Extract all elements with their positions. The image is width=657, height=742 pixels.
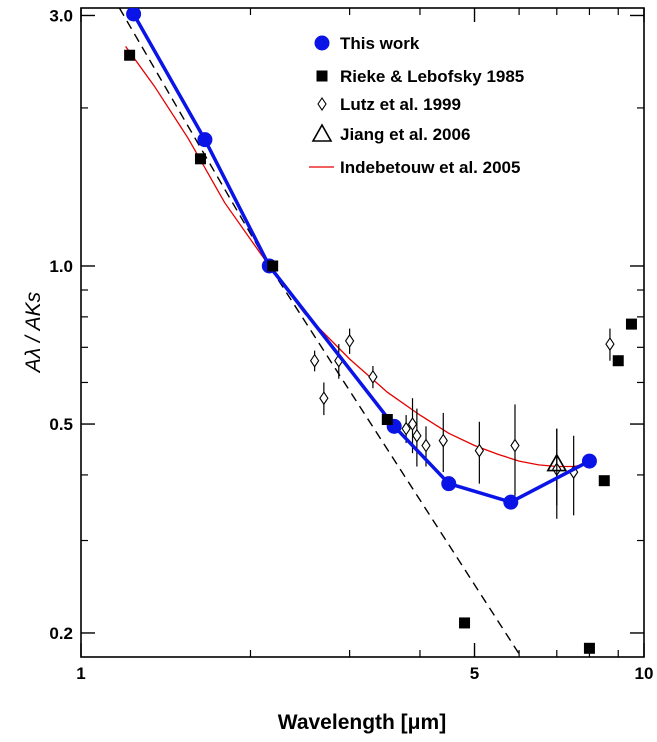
rieke-square-marker (381, 414, 393, 426)
dashed-extinction-curve (118, 8, 522, 657)
this-work-point (441, 476, 457, 492)
y-tick-label: 1.0 (49, 257, 73, 276)
rieke-square-marker (267, 260, 279, 272)
y-tick-label: 0.5 (49, 415, 73, 434)
lutz-diamond-marker (319, 391, 329, 406)
this-work-point (503, 494, 519, 510)
lutz-diamond-marker (309, 353, 320, 368)
legend-symbol-jiang (311, 123, 333, 142)
x-tick-label: 10 (635, 664, 654, 683)
axis-ticks (80, 8, 645, 657)
x-tick-label: 5 (470, 664, 479, 683)
legend-symbol-lutz (317, 97, 327, 111)
y-axis-label: Aλ / AKs (22, 291, 45, 374)
lutz-diamond-marker (510, 438, 520, 453)
tick-labels: 1 5 10 0.2 0.5 1.0 3.0 (49, 6, 653, 683)
legend: This work Rieke & Lebofsky 1985 Lutz et al… (309, 34, 524, 177)
rieke-square-marker (194, 153, 206, 165)
y-tick-label: 3.0 (49, 6, 73, 25)
y-tick-label: 0.2 (49, 624, 73, 643)
x-tick-label: 1 (76, 664, 85, 683)
rieke-square-marker (583, 642, 595, 654)
lutz-diamond-marker (407, 417, 418, 432)
legend-symbol-this-work (314, 35, 330, 51)
legend-label-jiang: Jiang et al. 2006 (340, 125, 470, 144)
lutz-diamond-marker (474, 443, 485, 458)
lutz-diamond-marker (368, 369, 378, 384)
rieke-square-marker (459, 617, 471, 629)
jiang-triangle-marker (546, 453, 568, 472)
plot-frame (80, 7, 645, 658)
lutz-diamond-marker (421, 438, 431, 453)
rieke-square-marker (598, 475, 610, 487)
lutz-diamond-marker (401, 421, 411, 436)
rieke-square-marker (124, 49, 136, 61)
this-work-point (126, 8, 142, 22)
lutz-diamond-marker (344, 333, 355, 348)
x-axis-label: Wavelength [μm] (278, 711, 446, 734)
legend-symbol-rieke-lebofsky (316, 70, 328, 82)
legend-label-rieke-lebofsky: Rieke & Lebofsky 1985 (340, 67, 524, 86)
series-layer (118, 8, 637, 657)
lutz-diamond-marker (605, 337, 615, 352)
this-work-line (132, 13, 591, 504)
indebetouw-curve (125, 46, 590, 468)
lutz-diamond-marker (412, 428, 422, 443)
rieke-square-marker (612, 355, 624, 367)
rieke-square-marker (625, 318, 637, 330)
lutz-diamond-marker (438, 433, 448, 448)
this-work-point (581, 453, 597, 469)
legend-label-this-work: This work (340, 34, 420, 53)
this-work-point (197, 132, 213, 148)
legend-label-indebetouw: Indebetouw et al. 2005 (340, 158, 520, 177)
plot-area (118, 8, 637, 657)
legend-label-lutz: Lutz et al. 1999 (340, 95, 461, 114)
